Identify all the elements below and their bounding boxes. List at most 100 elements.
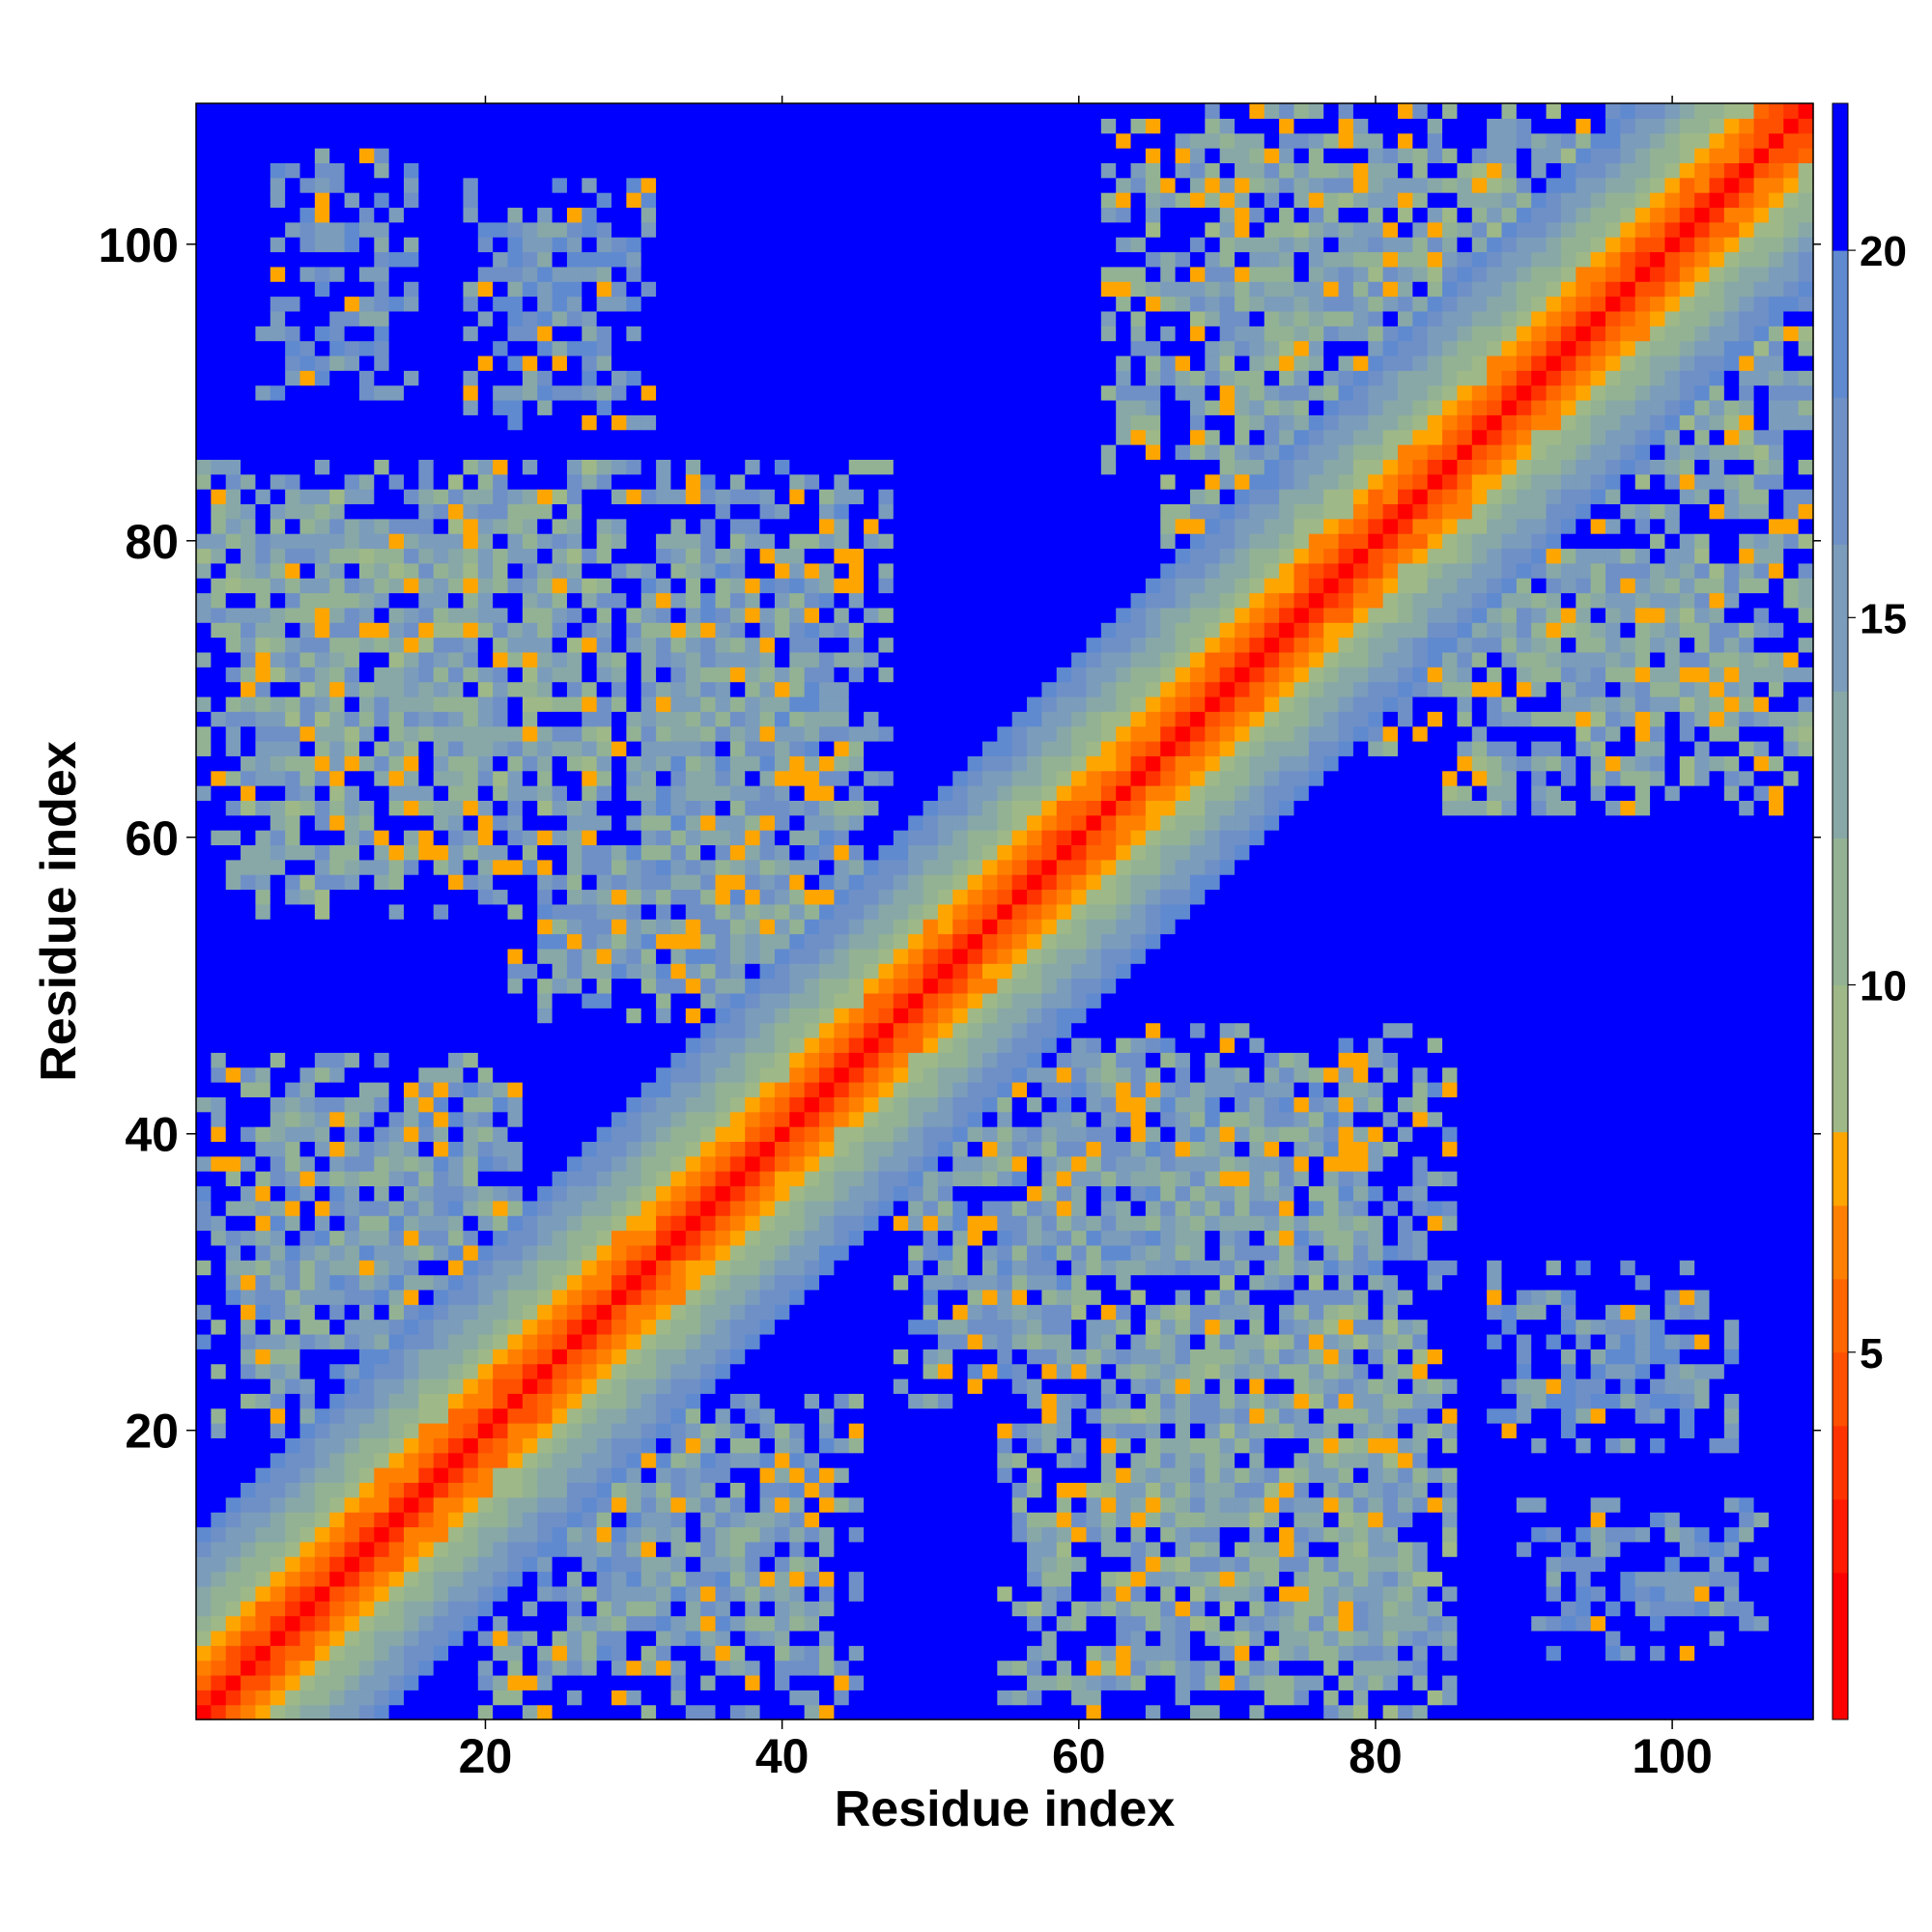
heatmap-cell (537, 1690, 554, 1706)
heatmap-cell (493, 429, 509, 445)
heatmap-cell (566, 1571, 582, 1587)
heatmap-cell (463, 296, 479, 312)
heatmap-cell (759, 340, 776, 356)
heatmap-cell (848, 489, 865, 505)
heatmap-cell (656, 1482, 672, 1498)
heatmap-cell (255, 1393, 271, 1409)
heatmap-cell (848, 1393, 865, 1409)
heatmap-cell (715, 429, 731, 445)
heatmap-cell (522, 118, 538, 134)
heatmap-cell (493, 1274, 509, 1291)
heatmap-cell (745, 251, 761, 268)
heatmap-cell (596, 1482, 612, 1498)
heatmap-cell (729, 814, 746, 831)
heatmap-cell (270, 667, 286, 683)
heatmap-cell (433, 1541, 449, 1557)
heatmap-cell (537, 1155, 554, 1172)
heatmap-cell (225, 1274, 242, 1291)
heatmap-cell (314, 459, 330, 475)
heatmap-cell (848, 992, 865, 1009)
heatmap-cell (582, 1601, 598, 1617)
heatmap-cell (640, 370, 657, 386)
heatmap-cell (864, 1601, 880, 1617)
heatmap-cell (715, 1585, 731, 1602)
heatmap-cell (566, 963, 582, 980)
heatmap-cell (626, 1037, 642, 1053)
heatmap-cell (626, 1260, 642, 1276)
heatmap-cell (255, 1200, 271, 1216)
heatmap-cell (670, 192, 687, 209)
heatmap-cell (566, 1066, 582, 1083)
heatmap-cell (225, 1155, 242, 1172)
heatmap-cell (211, 444, 227, 460)
heatmap-cell (715, 1482, 731, 1498)
heatmap-cell (196, 1230, 212, 1246)
heatmap-cell (537, 489, 554, 505)
heatmap-cell (299, 266, 316, 282)
heatmap-cell (388, 340, 405, 356)
heatmap-cell (685, 370, 701, 386)
heatmap-cell (388, 1155, 405, 1172)
heatmap-cell (582, 1230, 598, 1246)
heatmap-cell (285, 459, 301, 475)
heatmap-cell (834, 177, 850, 193)
heatmap-cell (196, 948, 212, 964)
heatmap-cell (848, 1349, 865, 1365)
heatmap-cell (596, 1660, 612, 1676)
heatmap-cell (463, 1571, 479, 1587)
heatmap-cell (789, 1052, 806, 1068)
heatmap-cell (596, 162, 612, 179)
heatmap-cell (299, 221, 316, 238)
heatmap-cell (225, 562, 242, 579)
heatmap-cell (596, 859, 612, 875)
heatmap-cell (404, 1215, 419, 1232)
heatmap-cell (507, 1289, 524, 1305)
heatmap-cell (255, 1571, 271, 1587)
heatmap-cell (656, 1244, 672, 1261)
heatmap-cell (596, 1126, 612, 1143)
heatmap-cell (596, 607, 612, 623)
heatmap-cell (433, 992, 449, 1009)
heatmap-cell (552, 1200, 568, 1216)
heatmap-cell (255, 1185, 271, 1202)
heatmap-cell (374, 963, 390, 980)
heatmap-cell (819, 637, 835, 653)
heatmap-cell (626, 1200, 642, 1216)
heatmap-cell (404, 310, 419, 327)
heatmap-cell (433, 266, 449, 282)
heatmap-cell (358, 1601, 375, 1617)
heatmap-cell (196, 148, 212, 163)
heatmap-cell (834, 414, 850, 431)
heatmap-cell (507, 1393, 524, 1409)
heatmap-cell (611, 473, 627, 490)
heatmap-cell (864, 859, 880, 875)
heatmap-cell (433, 1111, 449, 1127)
heatmap-cell (804, 1630, 820, 1646)
heatmap-cell (255, 1037, 271, 1053)
heatmap-cell (225, 548, 242, 564)
heatmap-cell (640, 429, 657, 445)
heatmap-cell (804, 1363, 820, 1379)
heatmap-cell (448, 607, 465, 623)
heatmap-cell (241, 740, 257, 756)
heatmap-cell (819, 889, 835, 905)
heatmap-cell (611, 1407, 627, 1424)
heatmap-cell (225, 177, 242, 193)
heatmap-cell (255, 503, 271, 520)
heatmap-cell (211, 903, 227, 920)
heatmap-cell (388, 785, 405, 801)
heatmap-cell (729, 919, 746, 935)
heatmap-cell (463, 533, 479, 550)
heatmap-cell (404, 489, 419, 505)
heatmap-cell (537, 919, 554, 935)
heatmap-cell (388, 830, 405, 846)
heatmap-cell (611, 1037, 627, 1053)
heatmap-cell (640, 281, 657, 298)
heatmap-cell (418, 1690, 435, 1706)
heatmap-cell (819, 830, 835, 846)
heatmap-cell (656, 1512, 672, 1528)
heatmap-cell (388, 903, 405, 920)
heatmap-cell (745, 1496, 761, 1513)
heatmap-cell (404, 355, 419, 371)
heatmap-cell (582, 1690, 598, 1706)
